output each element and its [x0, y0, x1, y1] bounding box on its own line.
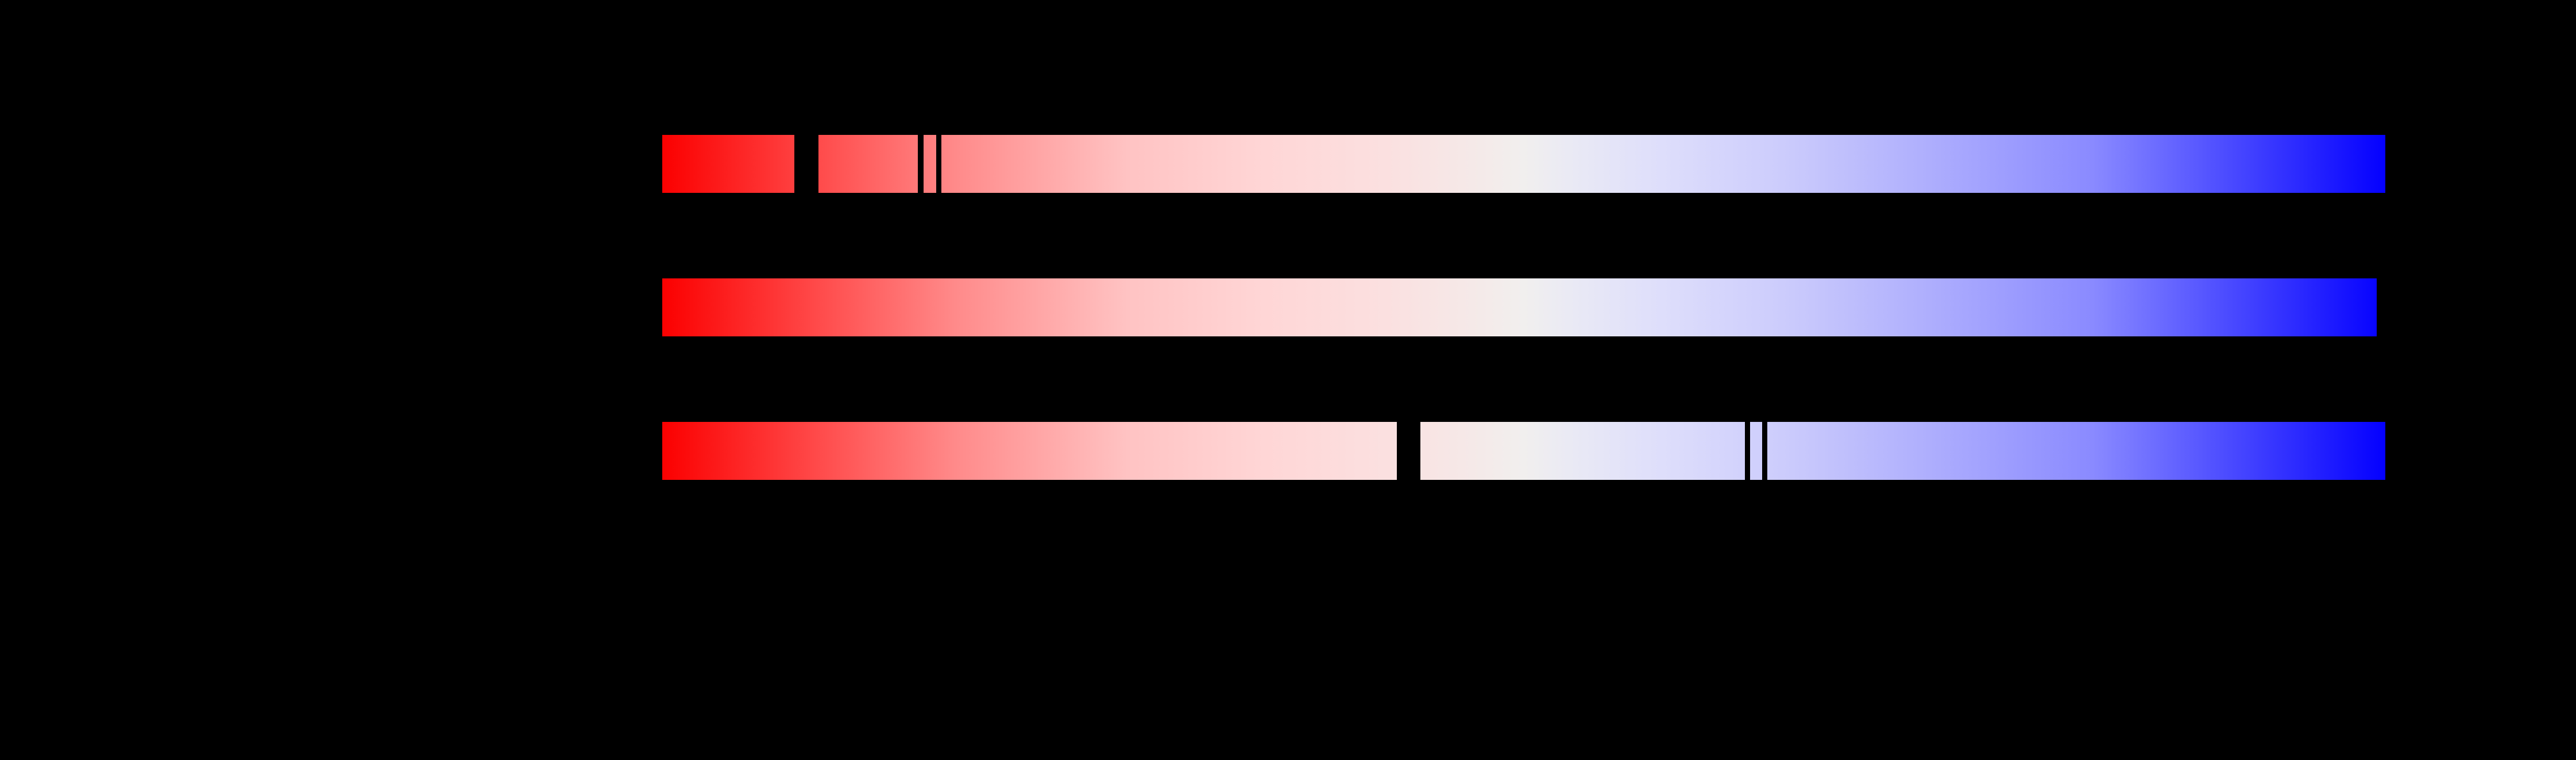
gradient-bar-segment [941, 135, 2385, 193]
gradient-bar-track-bar-2 [662, 278, 2385, 336]
gradient-bar-segment [662, 422, 1397, 480]
gradient-bar-segment [1420, 422, 1745, 480]
gradient-bar-segment [818, 135, 918, 193]
gradient-bar-segment [924, 135, 936, 193]
gradient-bar-track-bar-1 [662, 135, 2385, 193]
gradient-bar-segment [1750, 422, 1762, 480]
gradient-bar-track-bar-3 [662, 422, 2385, 480]
gradient-bar-segment [1767, 422, 2385, 480]
gradient-bar-segment [662, 135, 794, 193]
gradient-bar-segment [662, 278, 2377, 336]
